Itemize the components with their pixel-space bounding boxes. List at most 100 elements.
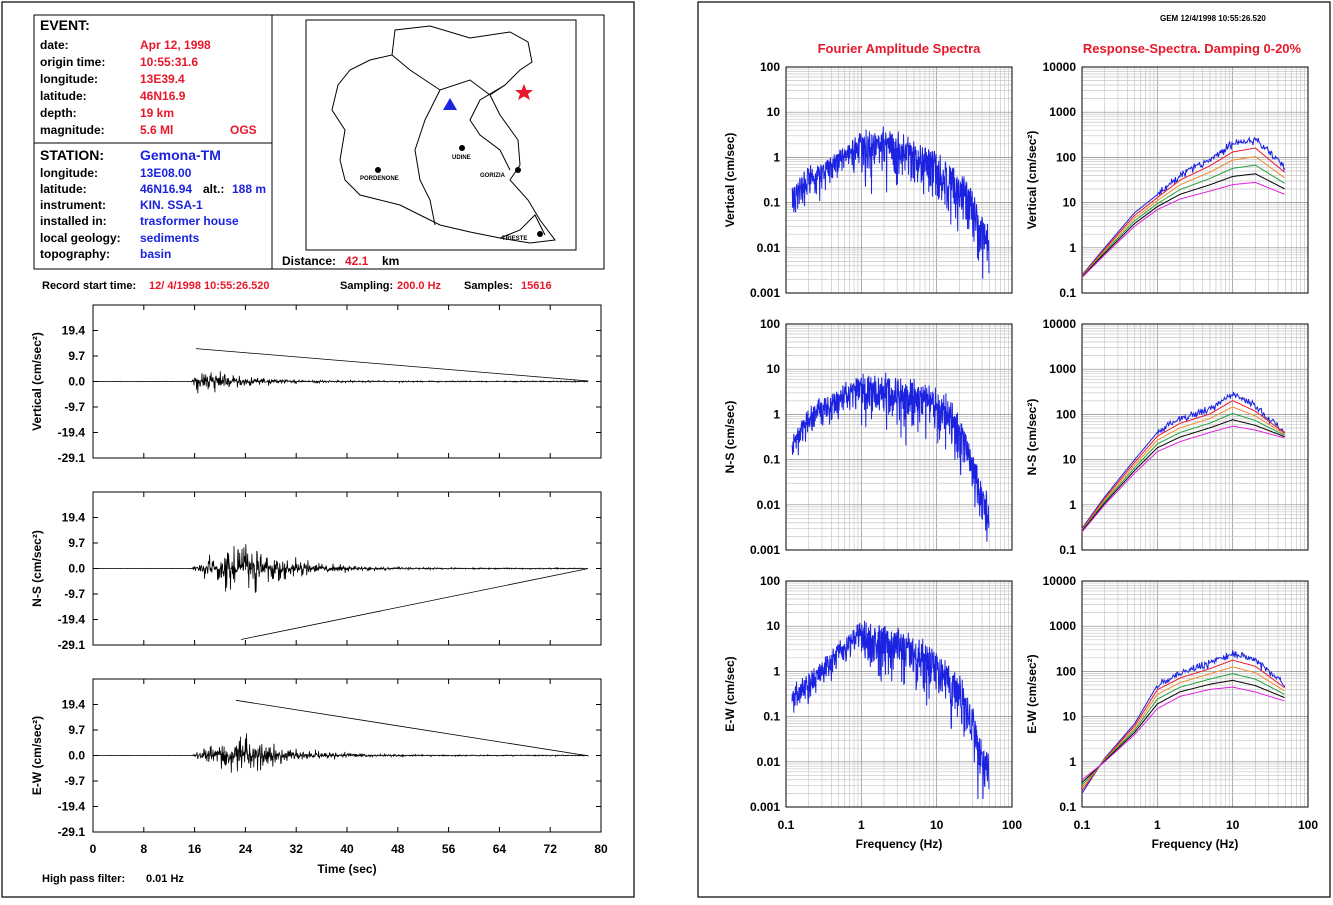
spectrum-ytick-label: 0.01 — [757, 498, 781, 512]
city-trieste: TRIESTE — [502, 236, 527, 242]
spectrum-ytick-label: 100 — [760, 60, 780, 74]
accel-panel-2: 19.4 9.7 0.0 -9.7 -19.4 -29.1 N-S (cm/sec²) — [30, 491, 602, 652]
station-installed-label: installed in: — [40, 214, 107, 228]
station-alt-value: 188 m — [232, 182, 266, 196]
distance-value: 42.1 — [345, 254, 369, 268]
region-map — [331, 25, 556, 244]
station-instrument-label: instrument: — [40, 198, 106, 212]
station-header: STATION: — [40, 147, 104, 163]
record-start-label: Record start time: — [42, 280, 136, 292]
accel-ytick-label: -29.1 — [58, 825, 86, 839]
response-curve — [1081, 164, 1285, 277]
spectrum-frame — [785, 580, 1013, 808]
spectrum-ytick-label: 0.1 — [1059, 800, 1076, 814]
spectrum-ytick-label: 1 — [773, 664, 780, 678]
station-lat-value: 46N16.94 — [140, 182, 192, 196]
city-dot-trieste — [537, 231, 543, 237]
event-date-label: date: — [40, 38, 69, 52]
event-time-label: origin time: — [40, 55, 105, 69]
accel-trace — [93, 699, 590, 773]
spectrum-ytick-label: 10000 — [1043, 60, 1077, 74]
spectrum-ytick-label: 1 — [1069, 755, 1076, 769]
event-depth-label: depth: — [40, 106, 77, 120]
province-border-2 — [469, 84, 511, 171]
accel-ytick-label: -29.1 — [58, 451, 86, 465]
accel-xaxis: 0 8 16 24 32 40 48 56 64 72 80 Time (sec) — [90, 842, 608, 876]
sampling-label: Sampling: — [340, 280, 393, 292]
accel-ytick-label: 19.4 — [62, 511, 86, 525]
spectrum-ytick-label: 100 — [1056, 150, 1076, 164]
filter-label: High pass filter: — [42, 873, 125, 885]
fourier-title: Fourier Amplitude Spectra — [818, 41, 982, 56]
response-curve — [1081, 181, 1285, 278]
map-inner-frame — [305, 19, 577, 251]
response-curve — [1081, 412, 1285, 531]
spectrum-ytick-label: 10 — [767, 362, 781, 376]
city-gorizia: GORIZIA — [480, 173, 506, 179]
accel-xtick-label: 64 — [493, 842, 507, 856]
fourier-trace — [791, 620, 990, 800]
event-date-value: Apr 12, 1998 — [140, 38, 211, 52]
accel-ytick-label: 19.4 — [62, 324, 86, 338]
spectrum-ytick-label: 100 — [1056, 664, 1076, 678]
response-curve — [1081, 400, 1285, 530]
accel-panel-3: 19.4 9.7 0.0 -9.7 -19.4 -29.1 E-W (cm/sec²) — [30, 678, 602, 839]
event-mag-value: 5.6 Ml — [140, 123, 173, 137]
accel-ytick-label: 9.7 — [68, 723, 85, 737]
left-panel-frame — [1, 1, 635, 898]
response-curve — [1081, 679, 1285, 783]
spectrum-ytick-label: 100 — [760, 317, 780, 331]
right-panel-frame — [697, 1, 1331, 898]
spectrum-xlabel: Frequency (Hz) — [856, 837, 943, 851]
spectrum-ytick-label: 10 — [1063, 710, 1077, 724]
event-time-value: 10:55:31.6 — [140, 55, 198, 69]
spectrum-ytick-label: 0.1 — [1059, 286, 1076, 300]
accel-ytick-label: -19.4 — [58, 800, 86, 814]
spectrum-xtick-label: 0.1 — [778, 818, 795, 832]
city-dot-udine — [459, 145, 465, 151]
spectrum-ytick-label: 0.001 — [750, 543, 780, 557]
accel-ytick-label: 19.4 — [62, 698, 86, 712]
samples-label: Samples: — [464, 280, 513, 292]
response-curve — [1081, 425, 1285, 533]
event-rows: date: Apr 12, 1998 origin time: 10:55:31… — [40, 38, 257, 137]
event-lat-value: 46N16.9 — [140, 89, 186, 103]
spectrum-ytick-label: 1000 — [1049, 619, 1076, 633]
fourier-panel-3: 100 10 1 0.1 0.01 0.001 E-W (cm/sec) — [723, 574, 1013, 814]
response-panel-1: 10000 1000 100 10 1 0.1 Vertical (cm/sec²) — [1025, 60, 1309, 300]
samples-value: 15616 — [521, 280, 552, 292]
station-topography-value: basin — [140, 247, 171, 261]
response-curve — [1081, 686, 1285, 781]
spectrum-frame — [1081, 580, 1309, 808]
accel-ytick-label: -19.4 — [58, 426, 86, 440]
spectrum-ytick-label: 1 — [1069, 498, 1076, 512]
fourier-panel-1: 100 10 1 0.1 0.01 0.001 Vertical (cm/sec) — [723, 60, 1013, 300]
city-pordenone: PORDENONE — [360, 176, 399, 182]
response-curve — [1081, 135, 1286, 276]
station-topography-label: topography: — [40, 247, 110, 261]
filter-value: 0.01 Hz — [146, 873, 184, 885]
response-curve — [1081, 156, 1285, 277]
spectrum-ylabel: N-S (cm/sec²) — [1025, 399, 1039, 476]
spectrum-ytick-label: 0.1 — [763, 453, 780, 467]
event-agency: OGS — [230, 123, 257, 137]
spectrum-ytick-label: 10000 — [1043, 317, 1077, 331]
accel-ytick-label: 0.0 — [68, 375, 85, 389]
spectrum-ytick-label: 0.1 — [763, 196, 780, 210]
accel-ylabel: Vertical (cm/sec²) — [30, 332, 44, 431]
station-name: Gemona-TM — [140, 147, 221, 163]
station-alt-label: alt.: — [203, 182, 224, 196]
spectrum-ytick-label: 0.001 — [750, 800, 780, 814]
event-mag-label: magnitude: — [40, 123, 105, 137]
response-title: Response-Spectra. Damping 0-20% — [1083, 41, 1302, 56]
accel-xlabel: Time (sec) — [317, 862, 376, 876]
spectrum-ytick-label: 1 — [773, 407, 780, 421]
spectrum-frame — [785, 66, 1013, 294]
event-depth-value: 19 km — [140, 106, 174, 120]
spectrum-ylabel: N-S (cm/sec) — [723, 401, 737, 474]
spectrum-ylabel: E-W (cm/sec) — [723, 656, 737, 731]
spectrum-ytick-label: 10 — [767, 619, 781, 633]
distance-label: Distance: — [282, 254, 336, 268]
province-border-3 — [391, 54, 491, 96]
